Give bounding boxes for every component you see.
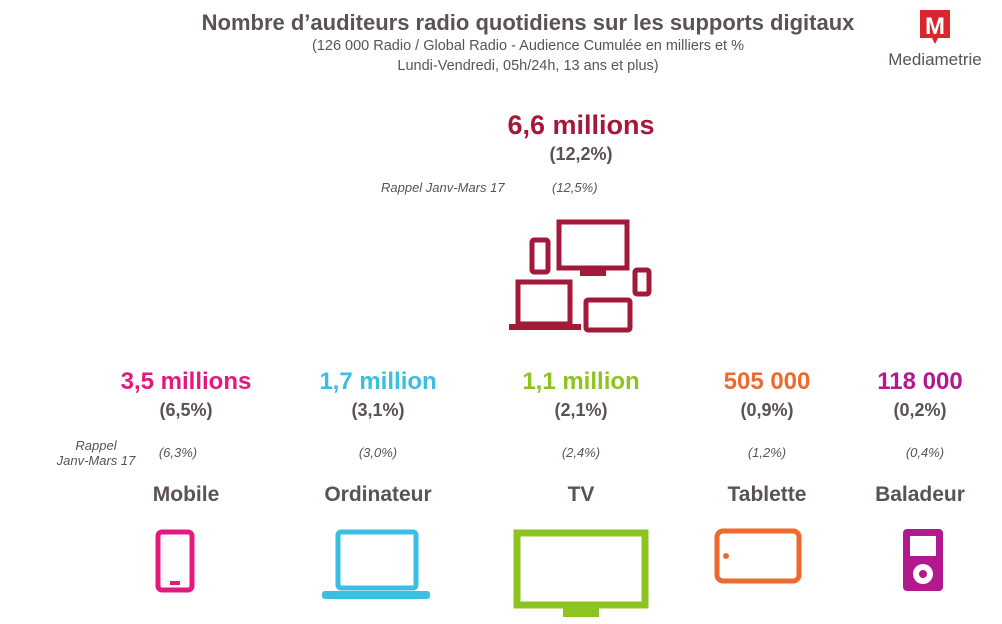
device-pct: (0,9%) (740, 400, 794, 420)
logo-mark-icon: M (920, 10, 950, 44)
device-value: 118 000 (877, 368, 963, 395)
device-rappel: (3,0%) (358, 445, 398, 460)
total-value: 6,6 millions (507, 110, 655, 140)
device-label: Ordinateur (324, 483, 432, 506)
total-pct: (12,2%) (549, 144, 613, 164)
logo-text: Mediametrie (888, 50, 982, 69)
device-label: TV (567, 483, 595, 506)
device-label: Mobile (152, 483, 220, 506)
total-rappel-label: Rappel Janv-Mars 17 (381, 180, 505, 195)
tablet-icon (714, 528, 802, 584)
svg-text:M: M (925, 13, 945, 40)
device-value: 1,7 million (319, 368, 437, 395)
device-value: 1,1 million (522, 368, 640, 395)
tv-icon (513, 529, 649, 617)
device-pct: (0,2%) (893, 400, 947, 420)
subtitle-line-2: Lundi-Vendredi, 05h/24h, 13 ans et plus) (397, 58, 659, 74)
device-label: Tablette (727, 483, 807, 506)
device-rappel: (0,4%) (905, 445, 945, 460)
mobile-icon (155, 529, 195, 593)
device-value: 3,5 millions (120, 368, 252, 395)
device-pct: (6,5%) (159, 400, 213, 420)
subtitle-line-1: (126 000 Radio / Global Radio - Audience… (311, 38, 745, 54)
device-label: Baladeur (875, 483, 965, 506)
device-rappel: (1,2%) (747, 445, 787, 460)
music-player-icon (903, 529, 943, 591)
device-rappel: (2,4%) (561, 445, 601, 460)
device-pct: (2,1%) (554, 400, 608, 420)
rappel-label-line2: Janv-Mars 17 (56, 453, 136, 468)
device-rappel: (6,3%) (158, 445, 198, 460)
laptop-icon (322, 529, 430, 599)
device-value: 505 000 (723, 368, 811, 395)
total-rappel-pct: (12,5%) (552, 180, 598, 195)
page-title: Nombre d’auditeurs radio quotidiens sur … (201, 10, 855, 35)
mediametrie-logo: M Mediametrie (880, 8, 990, 70)
multi-device-icon (509, 219, 652, 333)
device-pct: (3,1%) (351, 400, 405, 420)
rappel-label-line1: Rappel (75, 438, 117, 453)
